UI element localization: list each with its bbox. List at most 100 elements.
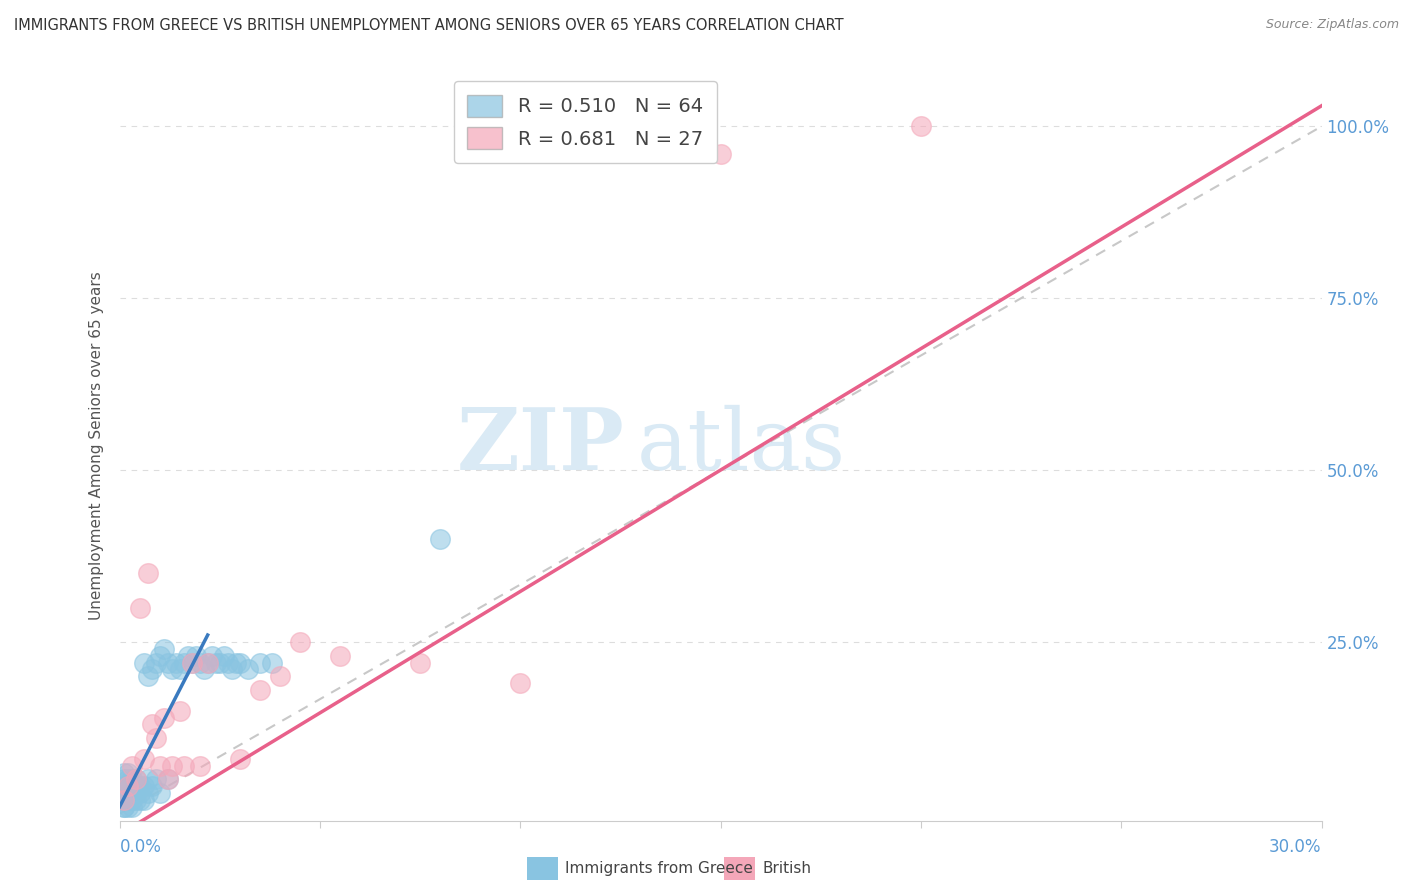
Text: atlas: atlas — [637, 404, 845, 488]
Legend: R = 0.510   N = 64, R = 0.681   N = 27: R = 0.510 N = 64, R = 0.681 N = 27 — [454, 81, 717, 163]
Point — [208, 656, 231, 670]
Text: 30.0%: 30.0% — [1270, 838, 1322, 855]
Point — [121, 800, 143, 814]
Point — [197, 656, 219, 670]
Point — [709, 146, 731, 161]
Point — [128, 793, 150, 807]
Point — [217, 656, 239, 670]
Text: British: British — [762, 862, 811, 876]
Point — [112, 793, 135, 807]
Point — [188, 758, 211, 772]
Point — [212, 648, 235, 663]
Point — [121, 793, 143, 807]
Text: ZIP: ZIP — [457, 404, 624, 488]
Point — [160, 662, 183, 676]
Point — [112, 786, 135, 800]
Point — [128, 786, 150, 800]
Point — [132, 779, 155, 793]
Point — [165, 656, 187, 670]
Point — [188, 656, 211, 670]
Point — [149, 758, 172, 772]
Point — [173, 656, 195, 670]
Point — [112, 779, 135, 793]
Point — [121, 786, 143, 800]
Point — [193, 662, 215, 676]
Point — [180, 656, 202, 670]
Point — [112, 793, 135, 807]
Point — [121, 758, 143, 772]
Point — [429, 532, 451, 546]
Point — [184, 648, 207, 663]
Point — [149, 786, 172, 800]
Point — [141, 717, 163, 731]
Point — [117, 793, 139, 807]
Point — [121, 779, 143, 793]
Point — [124, 793, 146, 807]
Point — [124, 772, 146, 787]
Point — [173, 758, 195, 772]
Point — [136, 772, 159, 787]
Point — [136, 669, 159, 683]
Point — [112, 786, 135, 800]
Point — [156, 772, 179, 787]
Point — [180, 656, 202, 670]
Point — [132, 656, 155, 670]
Point — [124, 786, 146, 800]
Point — [145, 772, 167, 787]
Point — [112, 765, 135, 780]
Point — [145, 656, 167, 670]
Point — [124, 772, 146, 787]
Point — [128, 600, 150, 615]
Point — [409, 656, 432, 670]
Point — [117, 779, 139, 793]
Y-axis label: Unemployment Among Seniors over 65 years: Unemployment Among Seniors over 65 years — [89, 272, 104, 620]
Point — [910, 120, 932, 134]
Point — [201, 648, 224, 663]
Point — [228, 656, 252, 670]
Point — [112, 800, 135, 814]
Point — [124, 779, 146, 793]
Text: Source: ZipAtlas.com: Source: ZipAtlas.com — [1265, 18, 1399, 31]
Point — [329, 648, 352, 663]
Point — [117, 765, 139, 780]
Point — [141, 662, 163, 676]
Text: IMMIGRANTS FROM GREECE VS BRITISH UNEMPLOYMENT AMONG SENIORS OVER 65 YEARS CORRE: IMMIGRANTS FROM GREECE VS BRITISH UNEMPL… — [14, 18, 844, 33]
Point — [249, 683, 271, 698]
Point — [176, 648, 198, 663]
Point — [249, 656, 271, 670]
Point — [228, 752, 252, 766]
Point — [169, 704, 191, 718]
Point — [288, 635, 311, 649]
Point — [117, 772, 139, 787]
Point — [117, 800, 139, 814]
Point — [269, 669, 291, 683]
Point — [260, 656, 283, 670]
Text: 0.0%: 0.0% — [120, 838, 162, 855]
Point — [221, 662, 243, 676]
Point — [160, 758, 183, 772]
Point — [156, 656, 179, 670]
Point — [132, 752, 155, 766]
Text: Immigrants from Greece: Immigrants from Greece — [565, 862, 754, 876]
Point — [112, 793, 135, 807]
Point — [236, 662, 259, 676]
Point — [136, 566, 159, 581]
Point — [149, 648, 172, 663]
Point — [509, 676, 531, 690]
Point — [112, 772, 135, 787]
Point — [132, 793, 155, 807]
Point — [136, 786, 159, 800]
Point — [121, 772, 143, 787]
Point — [117, 786, 139, 800]
Point — [225, 656, 247, 670]
Point — [112, 800, 135, 814]
Point — [117, 779, 139, 793]
Point — [204, 656, 226, 670]
Point — [128, 779, 150, 793]
Point — [152, 710, 174, 724]
Point — [197, 656, 219, 670]
Point — [169, 662, 191, 676]
Point — [152, 641, 174, 656]
Point — [145, 731, 167, 746]
Point — [141, 779, 163, 793]
